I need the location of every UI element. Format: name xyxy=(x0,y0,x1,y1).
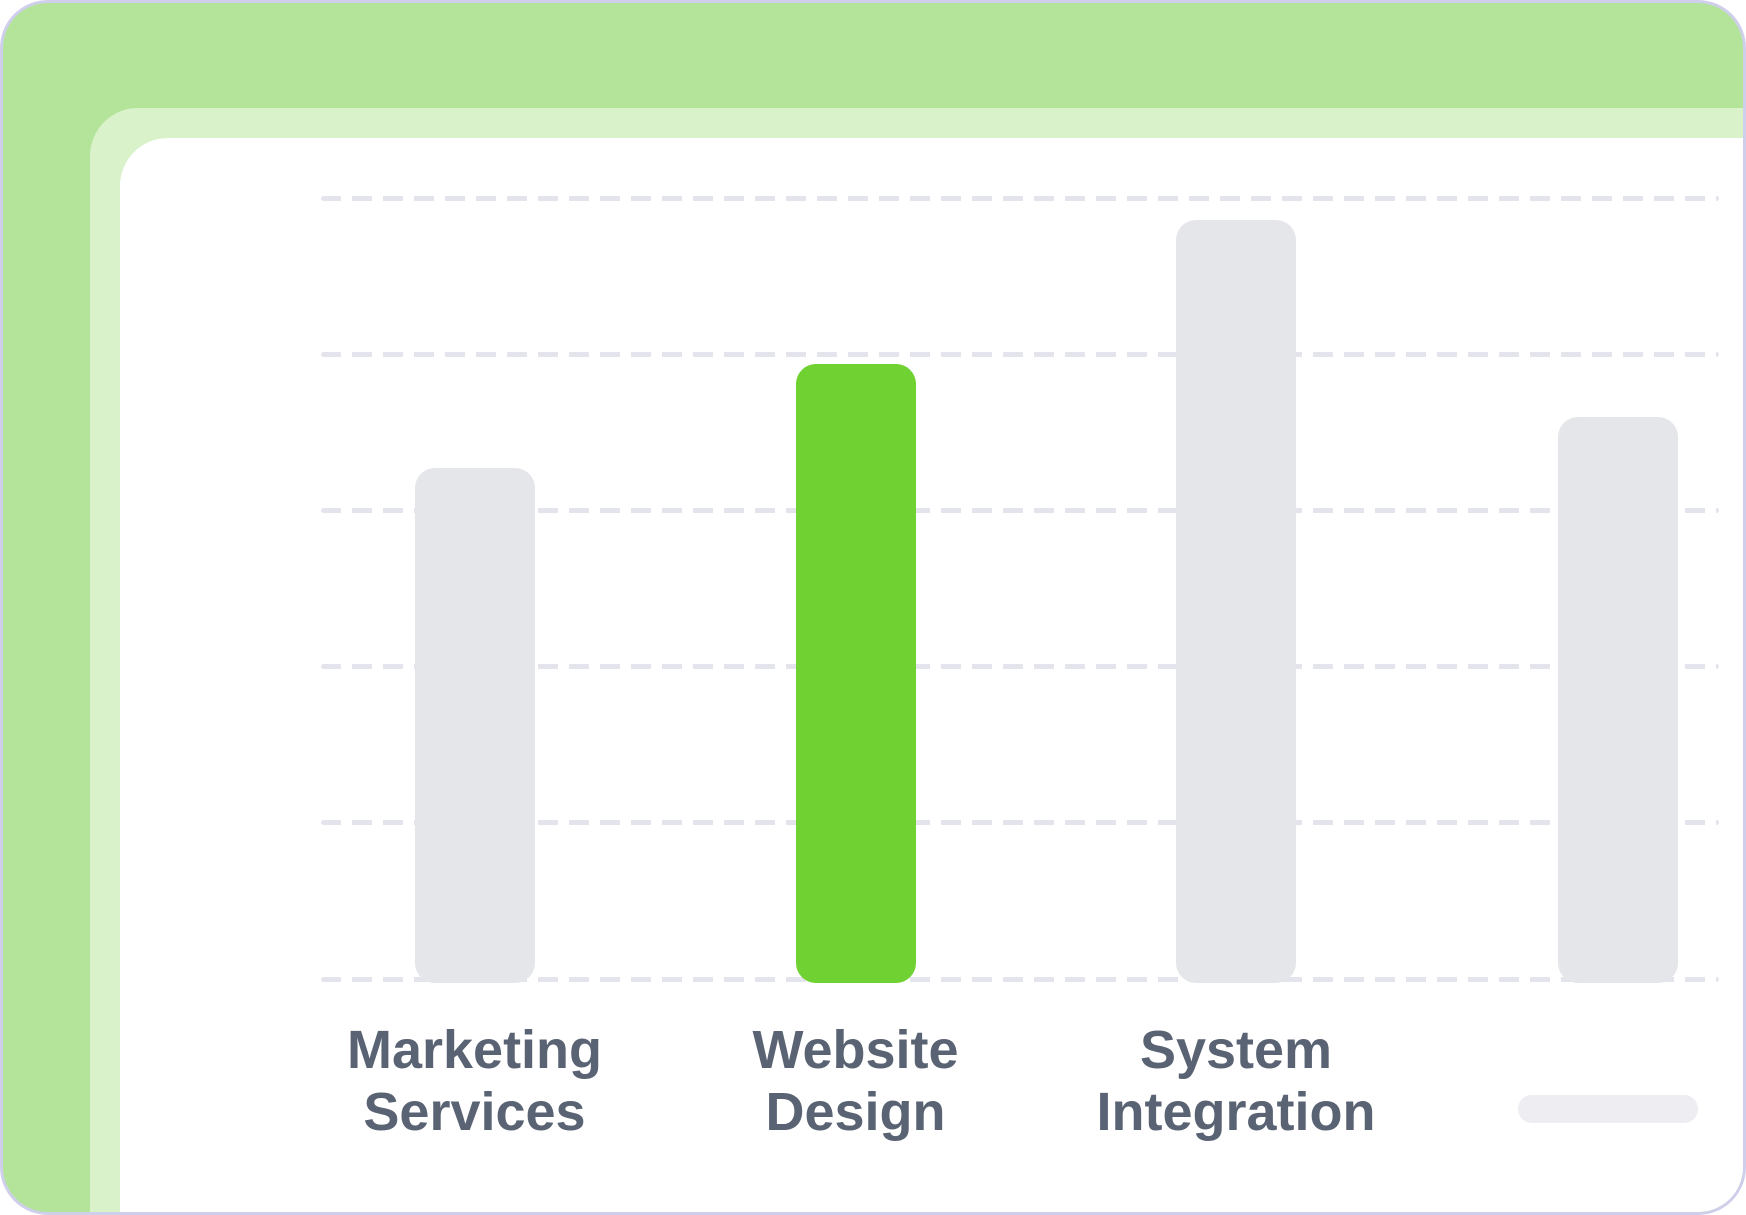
category-label-line: Services xyxy=(363,1082,586,1142)
category-label-website-design: Website Design xyxy=(636,1019,1076,1143)
gridline xyxy=(321,507,1719,513)
bar-system-integration xyxy=(1176,219,1296,983)
gridline xyxy=(321,664,1719,670)
bar-unlabeled xyxy=(1557,416,1678,983)
bar-marketing-services xyxy=(414,468,535,983)
category-label-line: Website xyxy=(752,1020,959,1080)
category-label-line: Design xyxy=(765,1082,946,1142)
gridline xyxy=(321,820,1719,826)
category-label-system-integration: System Integration xyxy=(1016,1019,1456,1143)
category-label-skeleton-pill xyxy=(1518,1095,1698,1123)
category-label-line: Marketing xyxy=(346,1020,603,1080)
gridline xyxy=(321,351,1719,357)
category-label-line: System xyxy=(1139,1020,1333,1080)
baseline-gridline xyxy=(321,976,1719,982)
category-label-marketing-services: Marketing Services xyxy=(255,1019,695,1143)
gridline xyxy=(321,195,1719,201)
chart-card xyxy=(120,138,1743,1212)
bar-website-design xyxy=(795,363,916,983)
category-label-line: Integration xyxy=(1096,1082,1376,1142)
